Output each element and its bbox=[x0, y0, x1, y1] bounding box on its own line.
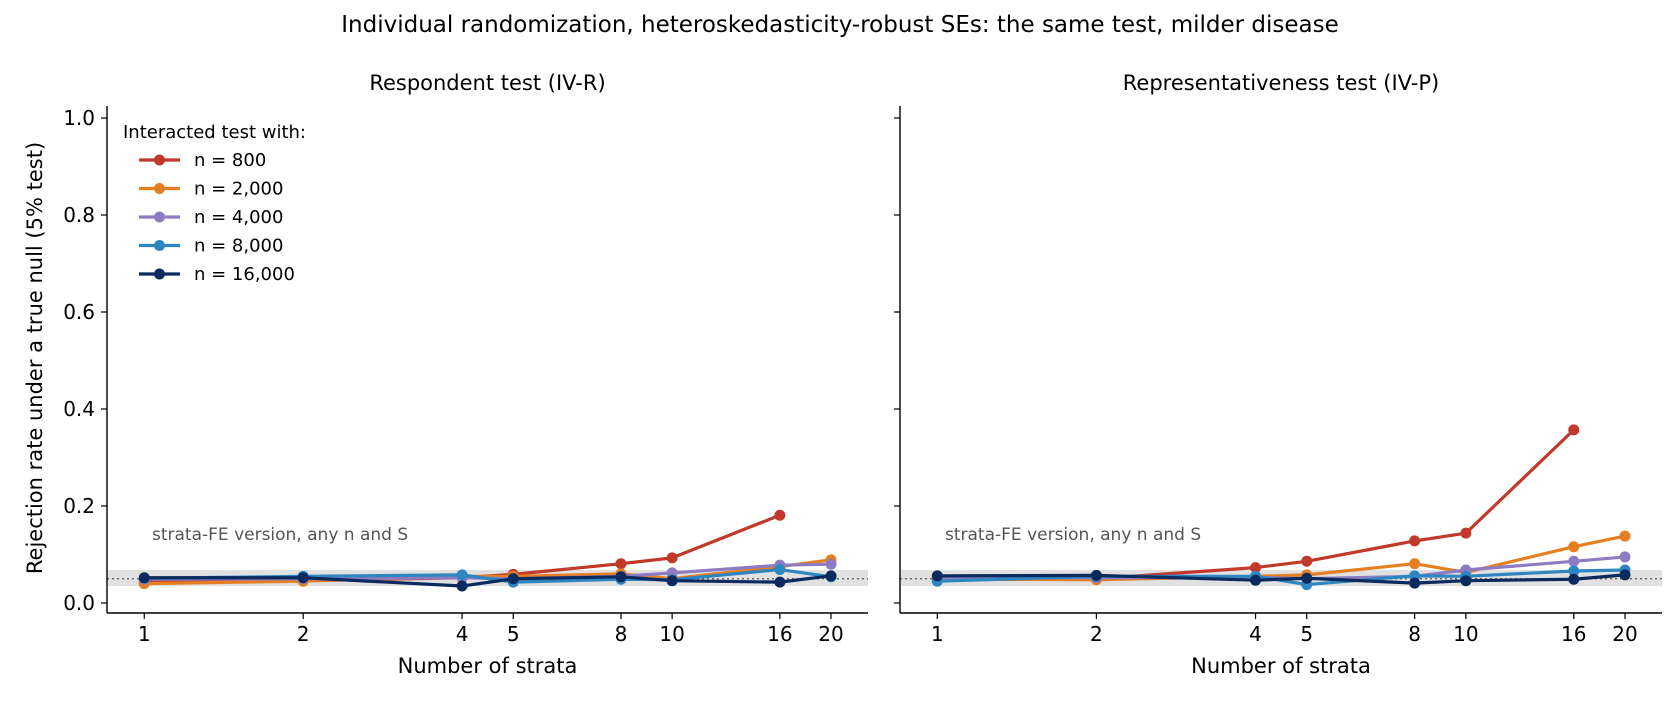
data-point bbox=[931, 570, 943, 582]
y-tick-label: 1.0 bbox=[63, 106, 95, 130]
band-label: strata-FE version, any n and S bbox=[152, 525, 408, 545]
y-tick-label: 0.0 bbox=[63, 591, 95, 615]
panel-representativeness-test: strata-FE version, any n and S 1 2 4 5 8 10 16 2… bbox=[894, 71, 1662, 678]
data-point bbox=[507, 573, 519, 585]
legend-swatch-marker bbox=[154, 268, 165, 280]
legend-swatch-marker bbox=[154, 211, 165, 223]
data-point bbox=[1301, 555, 1313, 567]
panel-title: Representativeness test (IV-P) bbox=[1123, 71, 1439, 95]
y-tick-label: 0.4 bbox=[63, 397, 95, 421]
data-point bbox=[297, 572, 309, 584]
x-tick-label: 5 bbox=[507, 622, 520, 646]
series-line bbox=[144, 567, 832, 584]
x-axis-label: Number of strata bbox=[1191, 654, 1371, 678]
data-point bbox=[1250, 574, 1262, 586]
y-axis-label: Rejection rate under a true null (5% tes… bbox=[23, 142, 47, 574]
data-point bbox=[825, 570, 837, 582]
data-point bbox=[138, 572, 150, 584]
x-tick-label: 4 bbox=[456, 622, 469, 646]
y-tick-label: 0.8 bbox=[63, 203, 95, 227]
data-point bbox=[1619, 569, 1631, 581]
data-point bbox=[1568, 565, 1580, 577]
data-point bbox=[1568, 573, 1580, 585]
data-point bbox=[1568, 424, 1580, 436]
data-point bbox=[1568, 541, 1580, 553]
x-tick-label: 4 bbox=[1249, 622, 1262, 646]
x-tick-label: 20 bbox=[1612, 622, 1637, 646]
panel-title: Respondent test (IV-R) bbox=[369, 71, 605, 95]
legend-label: n = 2,000 bbox=[194, 179, 283, 200]
x-tick-label: 20 bbox=[818, 622, 843, 646]
data-point bbox=[666, 575, 678, 587]
data-point bbox=[1568, 555, 1580, 567]
data-point bbox=[774, 576, 786, 588]
data-point bbox=[1619, 530, 1631, 542]
x-tick-label: 2 bbox=[1090, 622, 1103, 646]
legend-title: Interacted test with: bbox=[123, 122, 306, 143]
series-line bbox=[144, 574, 832, 588]
data-point bbox=[666, 552, 678, 564]
data-point bbox=[1409, 577, 1421, 589]
data-point bbox=[1460, 527, 1472, 539]
x-tick-label: 8 bbox=[1408, 622, 1421, 646]
band-label: strata-FE version, any n and S bbox=[945, 525, 1201, 545]
x-tick-label: 10 bbox=[659, 622, 684, 646]
data-point bbox=[456, 569, 468, 581]
x-tick-label: 2 bbox=[297, 622, 310, 646]
series-line bbox=[937, 573, 1626, 585]
y-tick-label: 0.6 bbox=[63, 300, 95, 324]
y-tick-label: 0.2 bbox=[63, 494, 95, 518]
legend-swatch-marker bbox=[154, 240, 165, 251]
legend-label: n = 800 bbox=[194, 150, 266, 171]
data-point bbox=[456, 580, 468, 592]
data-point bbox=[1409, 558, 1421, 570]
legend-label: n = 4,000 bbox=[194, 207, 283, 228]
data-point bbox=[1460, 575, 1472, 587]
data-point bbox=[774, 564, 786, 576]
x-tick-label: 5 bbox=[1300, 622, 1313, 646]
series-16000 bbox=[931, 569, 1631, 589]
data-point bbox=[1090, 569, 1102, 581]
data-point bbox=[1250, 562, 1262, 574]
x-tick-label: 16 bbox=[1561, 622, 1586, 646]
legend-swatch-marker bbox=[154, 183, 165, 194]
data-point bbox=[825, 558, 837, 570]
x-tick-label: 16 bbox=[767, 622, 792, 646]
data-point bbox=[615, 571, 627, 583]
legend: Interacted test with: n = 800 n = 2,000 n =… bbox=[123, 122, 306, 285]
series-16000 bbox=[138, 570, 837, 592]
x-tick-label: 10 bbox=[1453, 622, 1478, 646]
legend-label: n = 16,000 bbox=[194, 264, 295, 285]
data-point bbox=[1409, 535, 1421, 547]
data-point bbox=[1301, 572, 1313, 584]
data-point bbox=[615, 558, 627, 570]
figure-title: Individual randomization, heteroskedasti… bbox=[341, 12, 1339, 38]
x-tick-label: 8 bbox=[615, 622, 628, 646]
x-tick-label: 1 bbox=[138, 622, 151, 646]
legend-label: n = 8,000 bbox=[194, 236, 283, 257]
data-point bbox=[774, 509, 786, 521]
x-axis-label: Number of strata bbox=[398, 654, 578, 678]
legend-swatch-marker bbox=[154, 154, 165, 166]
panel-respondent-test: strata-FE version, any n and S 0.0 0.2 0.4 0… bbox=[63, 71, 868, 678]
x-tick-label: 1 bbox=[931, 622, 944, 646]
data-point bbox=[1619, 551, 1631, 563]
